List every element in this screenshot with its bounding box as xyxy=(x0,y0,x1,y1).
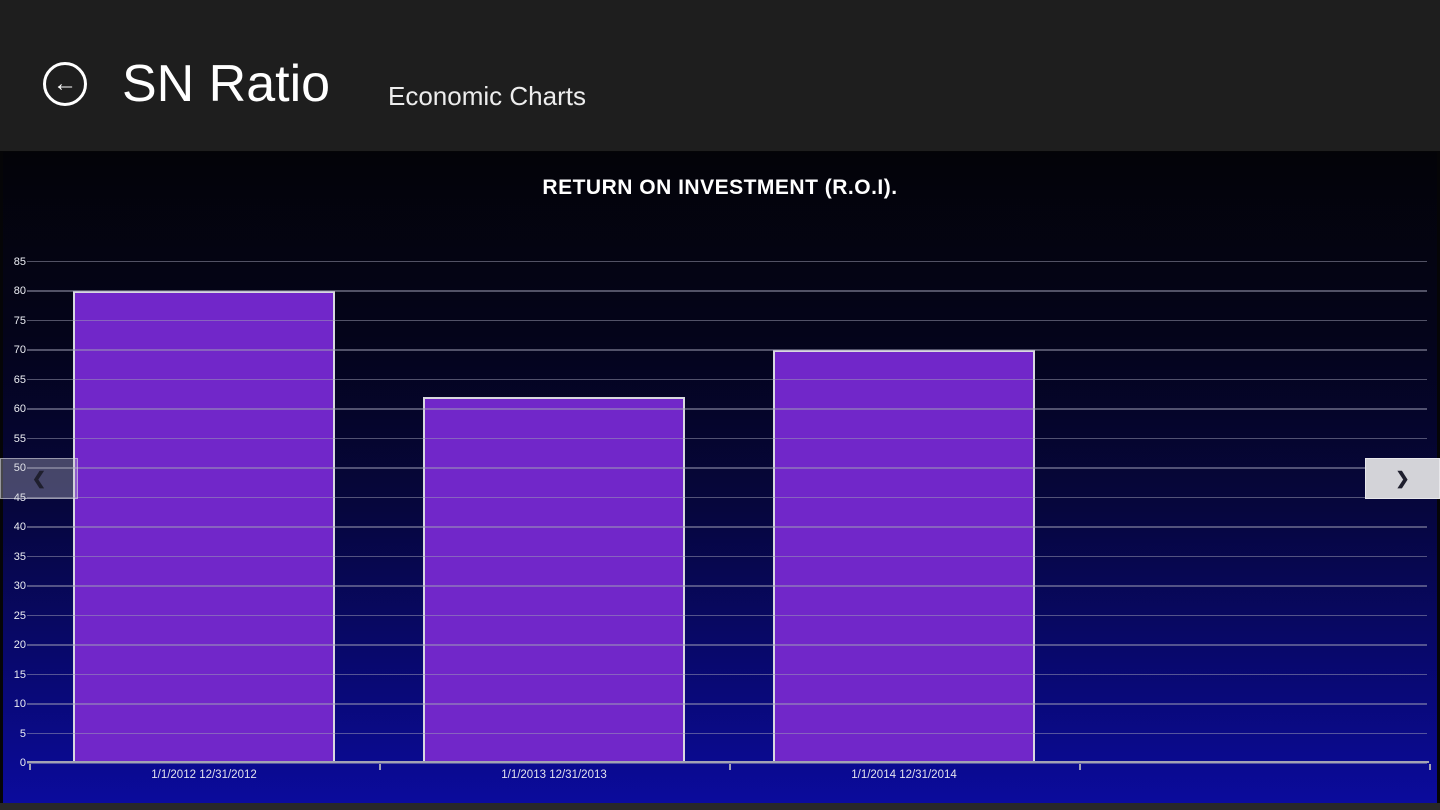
y-axis-label: 5 xyxy=(19,727,26,740)
y-axis-label: 35 xyxy=(13,550,26,563)
gridline xyxy=(27,526,1427,528)
scroll-right-button[interactable]: ❯ xyxy=(1365,458,1440,499)
x-axis-tick xyxy=(379,764,381,770)
x-axis-tick xyxy=(29,764,31,770)
y-axis-label: 10 xyxy=(13,698,26,710)
gridline xyxy=(27,585,1427,587)
gridline xyxy=(27,555,1427,558)
gridline xyxy=(27,437,1427,440)
y-axis-label: 70 xyxy=(13,344,26,356)
y-axis-label: 30 xyxy=(13,580,26,592)
y-axis-label: 85 xyxy=(13,255,26,268)
back-arrow-icon: ← xyxy=(53,70,77,97)
chevron-right-icon: ❯ xyxy=(1395,468,1410,488)
x-axis-tick xyxy=(729,764,731,770)
gridline xyxy=(27,319,1427,322)
app-header: ← SN Ratio Economic Charts xyxy=(0,0,1440,151)
page-title: SN Ratio xyxy=(122,55,331,113)
y-axis-label: 15 xyxy=(13,668,26,681)
gridline xyxy=(27,732,1427,735)
x-axis-label: 1/1/2014 12/31/2014 xyxy=(851,769,957,781)
y-axis-label: 40 xyxy=(13,521,26,533)
gridline xyxy=(27,644,1427,646)
x-axis-line xyxy=(27,761,1429,763)
y-axis-label: 60 xyxy=(13,403,26,415)
chart-bar xyxy=(423,397,685,763)
gridline xyxy=(27,496,1427,499)
gridline xyxy=(27,467,1427,469)
y-axis-label: 80 xyxy=(13,285,26,297)
y-axis-label: 20 xyxy=(13,639,26,651)
y-axis-label: 0 xyxy=(19,757,26,769)
back-button[interactable]: ← xyxy=(43,62,87,106)
scroll-left-button[interactable]: ❮ xyxy=(0,458,78,499)
x-axis-label: 1/1/2013 12/31/2013 xyxy=(501,769,607,781)
x-axis-label: 1/1/2012 12/31/2012 xyxy=(151,769,257,781)
gridline xyxy=(27,408,1427,410)
y-axis-label: 25 xyxy=(13,609,26,622)
gridline xyxy=(27,703,1427,705)
y-axis-label: 50 xyxy=(13,462,26,474)
page-subtitle: Economic Charts xyxy=(388,81,586,111)
y-axis-label: 65 xyxy=(13,373,26,386)
gridline xyxy=(27,260,1427,263)
gridline xyxy=(27,290,1427,292)
y-axis-label: 55 xyxy=(13,432,26,445)
chevron-left-icon: ❮ xyxy=(31,468,47,488)
x-axis-tick xyxy=(1079,764,1081,770)
y-axis-label: 75 xyxy=(13,314,26,327)
gridline xyxy=(27,349,1427,351)
bottom-strip xyxy=(0,803,1440,810)
chart-area: RETURN ON INVESTMENT (R.O.I). 0 5 10 15 20 25… xyxy=(3,152,1437,803)
gridline xyxy=(27,378,1427,381)
x-axis-tick xyxy=(1429,764,1431,770)
gridline xyxy=(27,673,1427,676)
chart-title: RETURN ON INVESTMENT (R.O.I). xyxy=(542,176,898,199)
y-axis-label: 45 xyxy=(13,491,26,504)
gridline xyxy=(27,614,1427,617)
